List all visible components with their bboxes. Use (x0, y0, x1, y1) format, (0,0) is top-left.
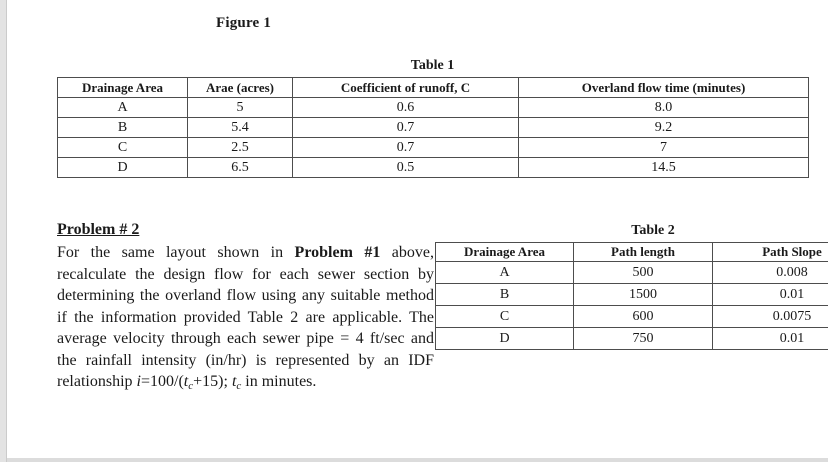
table2-section: Table 2 Drainage Area Path length Path S… (435, 222, 828, 350)
problem2-heading: Problem # 2 (57, 221, 140, 238)
math-subscript: c (188, 380, 194, 392)
table1-header-drainage-area: Drainage Area (57, 77, 188, 98)
table1-cell: 7 (518, 137, 809, 158)
table2-cell: A (435, 261, 574, 284)
table1-cell: 14.5 (518, 157, 809, 178)
table1-cell: 0.6 (292, 97, 519, 118)
table1-section: Table 1 Drainage Area Arae (acres) Coeff… (57, 57, 809, 178)
math-text: +15); (193, 373, 232, 390)
table-row: B 1500 0.01 (435, 283, 828, 306)
table1-cell: 6.5 (187, 157, 293, 178)
table2-cell: B (435, 283, 574, 306)
problem2-section: Problem # 2 For the same layout shown in… (57, 219, 434, 393)
table1-header-area-acres: Arae (acres) (187, 77, 293, 98)
table2-cell: C (435, 305, 574, 328)
table1-cell: 5 (187, 97, 293, 118)
table2-cell: 0.0075 (712, 305, 828, 328)
math-text: =100/( (141, 373, 184, 390)
table1-cell: 9.2 (518, 117, 809, 138)
table2-cell: D (435, 327, 574, 350)
page-left-gutter (0, 0, 7, 462)
table1-cell: 8.0 (518, 97, 809, 118)
table1-cell: 2.5 (187, 137, 293, 158)
table1-cell: B (57, 117, 188, 138)
table1-header-row: Drainage Area Arae (acres) Coefficient o… (57, 77, 809, 98)
math-subscript: c (236, 380, 242, 392)
table-row: D 6.5 0.5 14.5 (57, 157, 809, 178)
table2-header-path-slope: Path Slope (712, 242, 828, 262)
problem2-paragraph: For the same layout shown in Problem #1 … (57, 242, 434, 393)
table2-cell: 1500 (573, 283, 713, 306)
table1-cell: 0.7 (292, 137, 519, 158)
table2-caption: Table 2 (631, 223, 675, 238)
table-row: C 2.5 0.7 7 (57, 137, 809, 158)
table1-cell: C (57, 137, 188, 158)
table1-cell: 5.4 (187, 117, 293, 138)
table2-cell: 600 (573, 305, 713, 328)
table1-header-coefficient: Coefficient of runoff, C (292, 77, 519, 98)
table2-header-path-length: Path length (573, 242, 713, 262)
table-row: A 500 0.008 (435, 261, 828, 284)
table2-cell: 0.01 (712, 283, 828, 306)
table-row: D 750 0.01 (435, 327, 828, 350)
paragraph-text: above, recalculate the design flow for e… (57, 244, 435, 390)
table1-cell: 0.5 (292, 157, 519, 178)
table2: Drainage Area Path length Path Slope A 5… (435, 242, 828, 350)
table-row: B 5.4 0.7 9.2 (57, 117, 809, 138)
table2-cell: 0.01 (712, 327, 828, 350)
math-var-i: i (136, 373, 141, 390)
table1-cell: D (57, 157, 188, 178)
paragraph-text: For the same layout shown in (57, 244, 295, 261)
table-row: A 5 0.6 8.0 (57, 97, 809, 118)
table2-header-drainage-area: Drainage Area (435, 242, 574, 262)
table2-cell: 750 (573, 327, 713, 350)
figure-caption: Figure 1 (216, 15, 272, 31)
table1-cell: A (57, 97, 188, 118)
table2-header-row: Drainage Area Path length Path Slope (435, 242, 828, 262)
math-var-t: t (231, 373, 237, 390)
table1-caption: Table 1 (410, 58, 455, 73)
table2-cell: 500 (573, 261, 713, 284)
table1-header-overland-flow-time: Overland flow time (minutes) (518, 77, 809, 98)
table1-cell: 0.7 (292, 117, 519, 138)
table1: Drainage Area Arae (acres) Coefficient o… (57, 77, 809, 178)
paragraph-text: in minutes. (241, 373, 317, 390)
table2-cell: 0.008 (712, 261, 828, 284)
table-row: C 600 0.0075 (435, 305, 828, 328)
page-bottom-gutter (0, 458, 828, 462)
math-var-t: t (183, 373, 189, 390)
problem1-reference: Problem #1 (294, 244, 381, 261)
